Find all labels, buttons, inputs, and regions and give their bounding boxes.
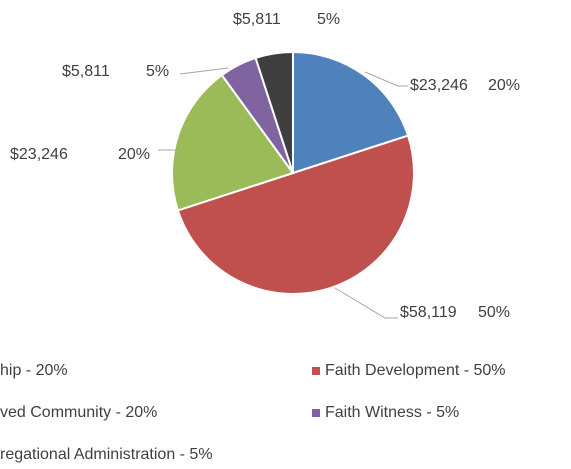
percent-label: 20% xyxy=(488,77,520,94)
legend-label: Faith Development - 50% xyxy=(325,362,506,379)
legend-label: ved Community - 20% xyxy=(0,404,157,421)
leader-line xyxy=(364,71,408,87)
legend-swatch xyxy=(312,367,320,375)
legend-label: Faith Witness - 5% xyxy=(325,404,459,421)
percent-label: 5% xyxy=(317,11,340,28)
leader-line xyxy=(179,67,229,75)
amount-label: $23,246 xyxy=(410,77,468,94)
amount-label: $5,811 xyxy=(62,63,110,80)
pie-slice xyxy=(254,50,294,174)
percent-label: 5% xyxy=(146,63,169,80)
legend-label: hip - 20% xyxy=(0,362,68,379)
legend-label: regational Administration - 5% xyxy=(0,446,213,463)
leader-line xyxy=(334,287,398,319)
pie-slice xyxy=(176,134,415,295)
percent-label: 50% xyxy=(478,304,510,321)
pie-slice xyxy=(171,73,295,212)
amount-label: $5,811 xyxy=(233,11,281,28)
amount-label: $23,246 xyxy=(10,146,68,163)
legend-swatch xyxy=(312,409,320,417)
percent-label: 20% xyxy=(118,146,150,163)
pie-slice xyxy=(292,50,410,175)
amount-label: $58,119 xyxy=(400,304,457,321)
